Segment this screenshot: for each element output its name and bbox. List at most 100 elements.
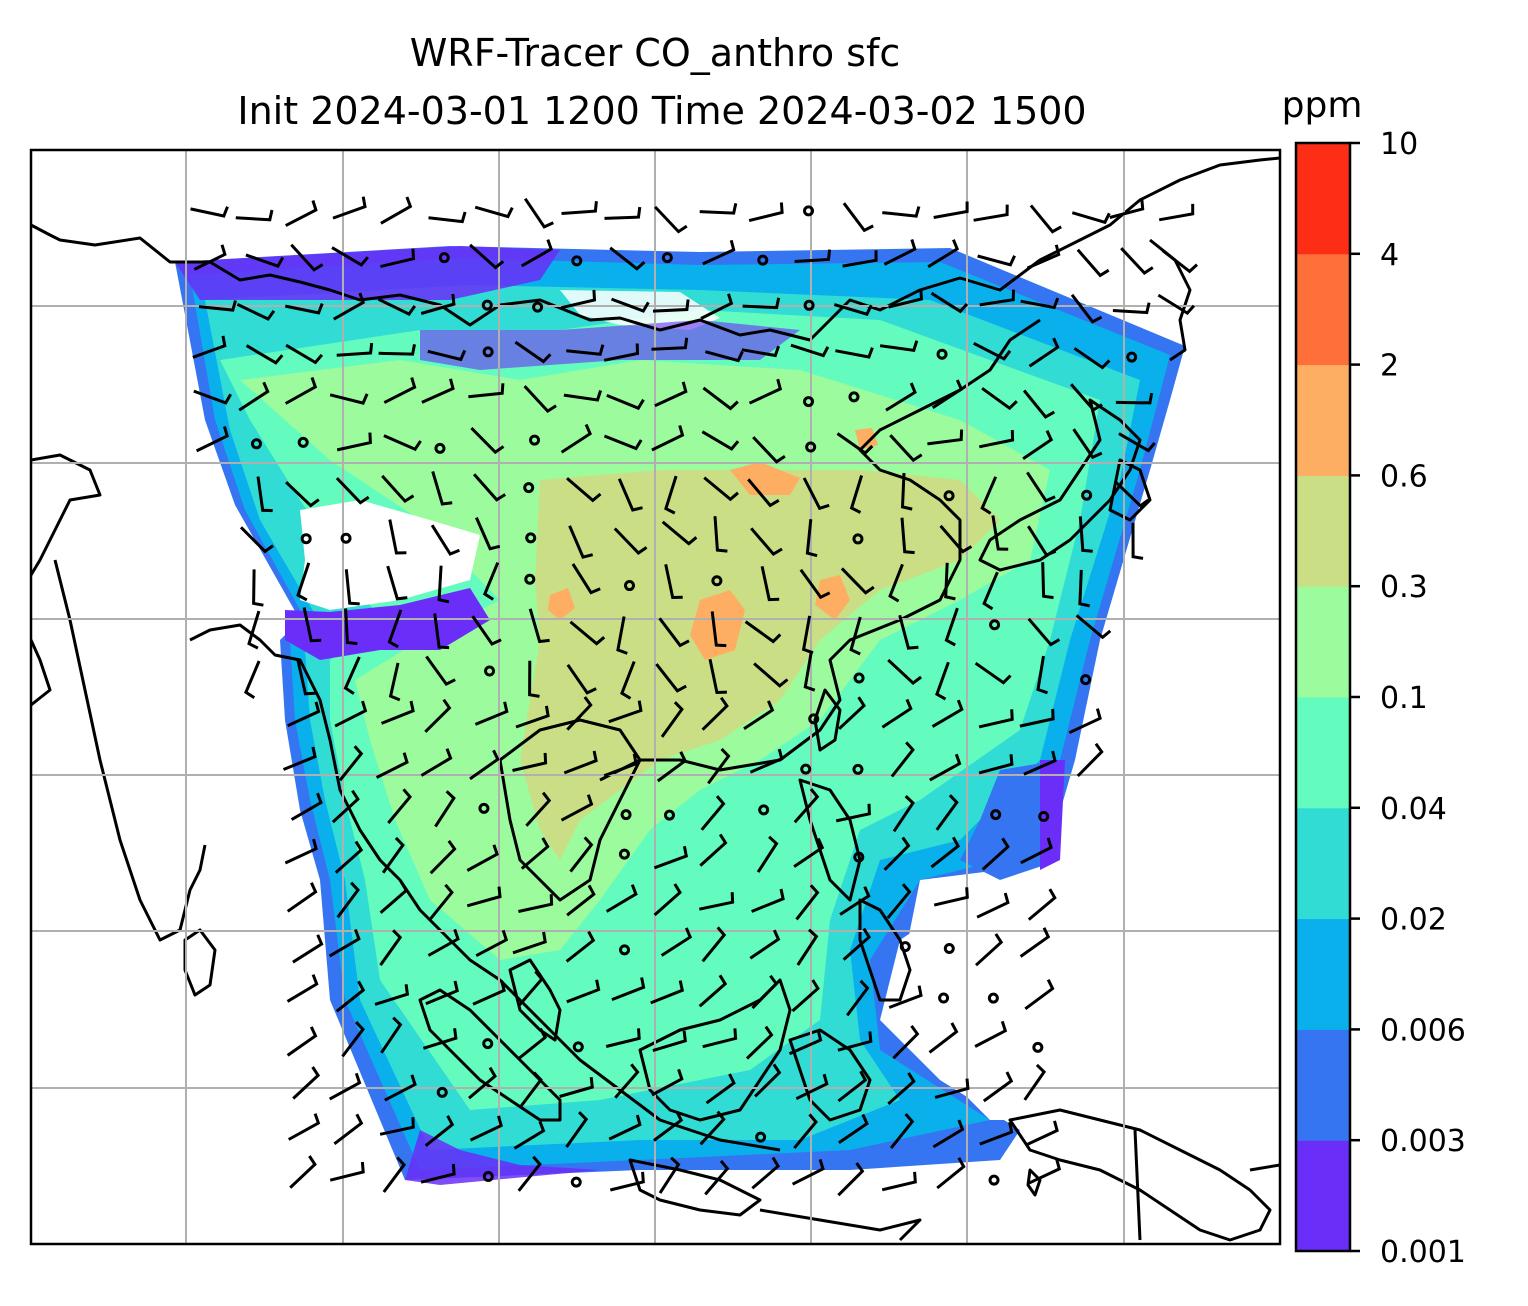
wind-barb xyxy=(610,297,650,313)
wind-barb xyxy=(842,927,872,961)
wind-barb xyxy=(603,434,643,451)
colorbar-band xyxy=(1296,586,1350,698)
wind-barb xyxy=(931,379,964,409)
wind-barbs xyxy=(190,196,1199,1197)
wind-barb xyxy=(1020,837,1053,865)
wind-barb xyxy=(1068,708,1102,735)
wind-barb xyxy=(336,342,374,357)
wind-barb xyxy=(474,701,509,726)
wind-barb xyxy=(1078,569,1091,608)
wind-barb xyxy=(837,1070,868,1103)
wind-barb xyxy=(388,662,401,702)
wind-calm-marker xyxy=(1081,489,1093,501)
wind-barb xyxy=(710,611,727,648)
wind-barb xyxy=(331,246,369,267)
wind-calm-marker xyxy=(661,252,673,264)
wind-barb xyxy=(192,335,227,359)
wind-barb xyxy=(1069,383,1103,412)
wind-barb xyxy=(518,894,554,913)
wind-barb xyxy=(620,660,636,700)
field-layer-0.003-east xyxy=(960,760,1060,880)
wind-barb xyxy=(335,477,370,505)
wind-calm-marker xyxy=(482,346,494,358)
wind-barb xyxy=(885,382,917,412)
wind-barb xyxy=(560,423,592,454)
wind-barb xyxy=(793,788,820,824)
wind-calm-marker xyxy=(805,441,817,453)
wind-barb xyxy=(332,196,367,220)
wind-barb xyxy=(475,929,509,958)
wind-barb xyxy=(849,616,862,656)
wind-barb xyxy=(472,980,506,1006)
wind-barb xyxy=(328,928,361,958)
wind-barb xyxy=(466,886,502,908)
wind-barb xyxy=(238,381,270,412)
wind-calm-marker xyxy=(619,944,631,956)
wind-barb xyxy=(973,341,1012,361)
wind-barb xyxy=(980,476,998,515)
wind-barb xyxy=(331,789,360,824)
map-frame xyxy=(29,148,1282,1246)
wind-barb xyxy=(881,698,913,729)
wind-calm-marker xyxy=(1032,1041,1044,1053)
wind-barb xyxy=(287,1113,321,1141)
wind-barb xyxy=(700,795,726,831)
wind-barb xyxy=(930,291,969,314)
wind-barb xyxy=(422,1028,458,1050)
wind-barb xyxy=(290,243,324,272)
wind-calm-marker xyxy=(803,205,815,217)
colorbar-band xyxy=(1296,364,1350,476)
wind-calm-marker xyxy=(1038,811,1050,823)
wind-calm-marker xyxy=(434,442,446,454)
field-layer-0.6e xyxy=(855,428,878,450)
wind-barb xyxy=(568,525,594,559)
wind-barb xyxy=(302,607,322,643)
wind-barb xyxy=(1078,516,1093,553)
wind-barb xyxy=(386,565,408,601)
wind-calm-marker xyxy=(250,438,262,450)
wind-barb xyxy=(378,344,416,356)
wind-barb xyxy=(741,345,781,358)
wind-barb xyxy=(1112,302,1151,315)
wind-barb xyxy=(425,655,456,687)
wind-barb xyxy=(839,886,871,916)
wind-barb xyxy=(944,562,956,601)
wind-barb xyxy=(380,1016,403,1054)
wind-barb xyxy=(707,747,731,785)
wind-barb xyxy=(751,1156,781,1190)
wind-barb xyxy=(658,617,690,648)
wind-calm-marker xyxy=(438,252,450,264)
wind-barb xyxy=(286,1026,318,1057)
wind-barb xyxy=(571,563,601,595)
wind-barb xyxy=(334,700,368,728)
wind-barb xyxy=(474,205,514,219)
wind-barb xyxy=(892,1025,920,1060)
wind-barb xyxy=(833,303,873,316)
colorbar-tick-label: 0.04 xyxy=(1380,792,1447,827)
wind-barb xyxy=(430,524,460,556)
wind-barb xyxy=(559,1077,594,1098)
wind-barb xyxy=(561,201,598,215)
wind-barb xyxy=(887,658,923,686)
wind-calm-marker xyxy=(803,299,815,311)
wind-calm-marker xyxy=(757,254,769,266)
wind-barb xyxy=(560,289,597,310)
wind-barb xyxy=(799,568,831,600)
wind-barb xyxy=(1041,562,1054,600)
wind-barb xyxy=(569,836,594,873)
wind-barb xyxy=(978,709,1014,729)
wind-barb xyxy=(384,1074,417,1102)
wind-barb xyxy=(982,1071,1014,1103)
wind-barb xyxy=(900,517,915,555)
wind-barb xyxy=(788,1029,823,1056)
wind-barb xyxy=(563,750,598,775)
wind-barb xyxy=(1019,927,1051,958)
wind-barb xyxy=(935,794,959,831)
wind-barb xyxy=(605,884,638,913)
wind-barb xyxy=(936,1157,966,1190)
wind-barb xyxy=(1029,204,1062,234)
colorbar-tick-label: 0.003 xyxy=(1380,1124,1466,1159)
wind-barb xyxy=(566,979,601,1004)
wind-barb xyxy=(424,698,452,733)
